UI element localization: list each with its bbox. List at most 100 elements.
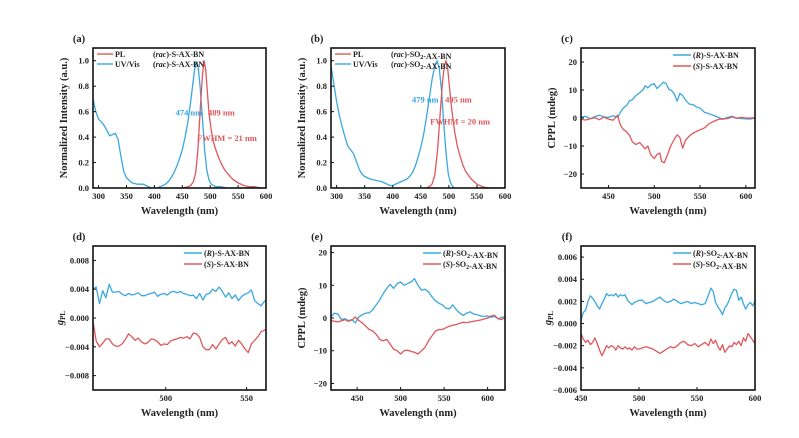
x-tick-label: 600 — [481, 393, 494, 403]
x-tick-label: 500 — [648, 191, 661, 201]
panel-label: (f) — [562, 232, 573, 243]
plot-frame — [580, 245, 756, 391]
x-tick-label: 400 — [386, 191, 399, 201]
y-tick-label: 0.002 — [558, 296, 577, 306]
panel-label: (c) — [561, 34, 573, 45]
x-tick-label: 500 — [159, 393, 172, 403]
plot-frame — [330, 47, 506, 189]
legend-sample: (rac)-SO2-AX-BN — [391, 60, 452, 71]
x-tick-label: 500 — [442, 191, 455, 201]
y-tick-label: −10 — [314, 346, 327, 356]
y-tick-label: 0.0 — [316, 183, 327, 193]
annotation-label: 474 nm — [176, 107, 203, 117]
y-tick-label: −0.002 — [553, 341, 577, 351]
y-tick-label: 1.0 — [316, 56, 327, 66]
x-axis-label: Wavelength (nm) — [629, 206, 707, 217]
y-tick-label: 0.000 — [558, 319, 577, 329]
x-tick-label: 350 — [358, 191, 371, 201]
y-axis-label: gPL — [543, 311, 555, 327]
y-axis-label: CPPL (mdeg) — [297, 287, 308, 348]
y-tick-label: 20 — [569, 57, 578, 67]
x-axis-label: Wavelength (nm) — [141, 408, 219, 419]
legend-label: (S)-S-AX-BN — [693, 62, 738, 71]
annotation-label: 495 nm — [445, 95, 472, 105]
x-tick-label: 500 — [394, 393, 407, 403]
y-axis-label: CPPL (mdeg) — [547, 87, 558, 148]
series-line-blue — [331, 278, 505, 324]
x-tick-label: 450 — [351, 393, 364, 403]
annotation-label: FWHM = 20 nm — [430, 116, 490, 126]
y-axis-label: Normalized Intensity (a.u.) — [59, 57, 70, 178]
x-tick-label: 450 — [602, 191, 615, 201]
legend-sample: (rac)-S-AX-BN — [153, 50, 204, 59]
y-tick-label: 0.008 — [70, 255, 89, 265]
y-tick-label: 10 — [319, 280, 328, 290]
chart-panel-d: 500 550 −0.008 −0.004 0.000 0.004 0.008 Wavelen… — [55, 232, 267, 419]
y-tick-label: 0.004 — [70, 284, 90, 294]
legend-label: (R)-S-AX-BN — [693, 51, 739, 60]
panel-label: (b) — [311, 34, 324, 45]
x-tick-label: 450 — [414, 191, 427, 201]
x-tick-label: 450 — [176, 191, 189, 201]
x-tick-label: 450 — [575, 393, 588, 403]
panel-label: (d) — [73, 232, 86, 243]
series-line-red — [426, 60, 505, 188]
legend: (R)-SO2-AX-BN(S)-SO2-AX-BN — [673, 249, 748, 271]
y-tick-label: 0.0 — [78, 183, 89, 193]
legend: PL (rac)-S-AX-BN UV/Vis (rac)-S-AX-BN — [97, 50, 204, 69]
legend-label: (S)-SO2-AX-BN — [693, 260, 747, 271]
y-tick-label: −0.008 — [65, 371, 89, 381]
legend-sample: (rac)-S-AX-BN — [153, 60, 204, 69]
x-tick-label: 550 — [438, 393, 451, 403]
series-line-red — [176, 60, 266, 188]
y-axis-label: gPL — [55, 311, 67, 327]
y-tick-label: 0 — [573, 113, 577, 123]
x-tick-label: 350 — [120, 191, 133, 201]
legend-label: (R)-SO2-AX-BN — [443, 249, 498, 260]
x-tick-label: 550 — [471, 191, 484, 201]
y-tick-label: 0.6 — [316, 107, 327, 117]
legend-label: UV/Vis — [115, 60, 140, 69]
y-tick-label: 0.8 — [316, 81, 327, 91]
x-tick-label: 500 — [633, 393, 646, 403]
chart-panel-f: 450 500 550 600 −0.006 −0.004 −0.002 0.000 0.002… — [543, 232, 761, 419]
legend-label: (S)-SO2-AX-BN — [443, 260, 497, 271]
x-axis-label: Wavelength (nm) — [629, 408, 707, 419]
legend-label: PL — [115, 50, 125, 59]
x-axis-label: Wavelength (nm) — [379, 408, 457, 419]
chart-panel-a: 300 350 400 450 500 550 600 0.0 0.2 0.4 0.6 0.8 1.0 W… — [59, 34, 272, 217]
y-tick-label: 0.4 — [78, 132, 89, 142]
x-tick-label: 600 — [260, 191, 273, 201]
x-axis-label: Wavelength (nm) — [379, 206, 457, 217]
series-line-red — [581, 114, 755, 164]
y-tick-label: 0.4 — [316, 132, 327, 142]
y-axis-label: Normalized Intensity (a.u.) — [297, 57, 308, 178]
y-tick-label: 0.6 — [78, 107, 89, 117]
y-tick-label: 0.8 — [78, 81, 89, 91]
legend: (R)-S-AX-BN (S)-S-AX-BN — [673, 51, 739, 71]
x-tick-label: 550 — [240, 393, 253, 403]
y-tick-label: 0.006 — [558, 252, 577, 262]
series-line-red — [581, 332, 755, 357]
x-tick-label: 300 — [330, 191, 343, 201]
y-tick-label: 20 — [319, 248, 328, 258]
series-line-blue — [581, 287, 755, 321]
series-line-blue — [331, 60, 505, 188]
y-tick-label: −0.004 — [553, 363, 578, 373]
series-line-red — [331, 314, 505, 355]
x-tick-label: 600 — [739, 191, 752, 201]
series-line-blue — [93, 283, 266, 307]
y-tick-label: −20 — [564, 169, 577, 179]
panel-label: (e) — [311, 232, 323, 243]
plot-frame — [92, 47, 267, 189]
x-tick-label: 550 — [232, 191, 245, 201]
legend-label: (R)-SO2-AX-BN — [693, 249, 748, 260]
annotation-label: FWHM = 21 nm — [197, 133, 257, 143]
chart-panel-b: 300 350 400 450 500 550 600 0.0 0.2 0.4 0.6 0.8 1.0 W… — [297, 34, 511, 217]
y-tick-label: 0.2 — [78, 158, 89, 168]
legend-label: UV/Vis — [353, 60, 378, 69]
annotation-label: 479 nm — [412, 95, 439, 105]
y-tick-label: 0 — [323, 313, 327, 323]
y-tick-label: −10 — [564, 141, 577, 151]
